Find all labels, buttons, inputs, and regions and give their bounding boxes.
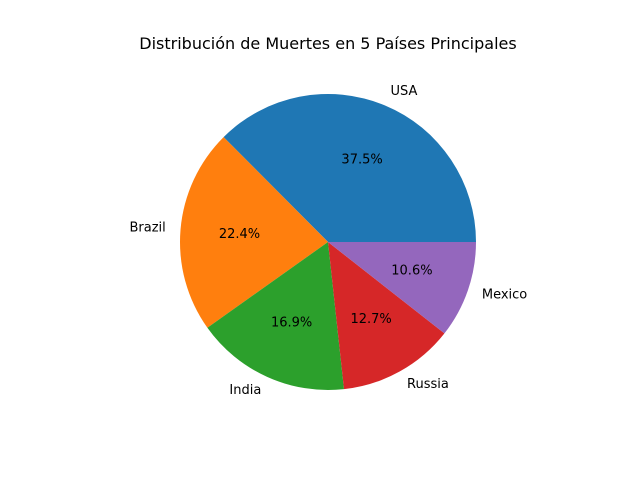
pct-label-brazil: 22.4% (219, 227, 260, 242)
pie-slices (180, 94, 477, 390)
pct-label-usa: 37.5% (341, 152, 382, 167)
pct-label-russia: 12.7% (350, 312, 391, 327)
pie-slice-mexico (328, 242, 476, 334)
pie-labels: USA 37.5% Brazil 22.4% India 16.9% Russia 12.7%… (130, 84, 528, 398)
slice-label-brazil: Brazil (130, 221, 166, 236)
slice-label-russia: Russia (407, 377, 449, 392)
pct-label-india: 16.9% (271, 316, 312, 331)
slice-label-usa: USA (390, 84, 417, 99)
pie-slice-usa (223, 94, 477, 242)
pie-slice-brazil (180, 137, 328, 328)
slice-label-mexico: Mexico (482, 288, 527, 303)
pie-slice-india (207, 242, 344, 390)
slice-label-india: India (229, 383, 261, 398)
pct-label-mexico: 10.6% (391, 263, 432, 278)
chart-title: Distribución de Muertes en 5 Países Prin… (139, 34, 516, 53)
pie-slice-russia (328, 242, 445, 390)
